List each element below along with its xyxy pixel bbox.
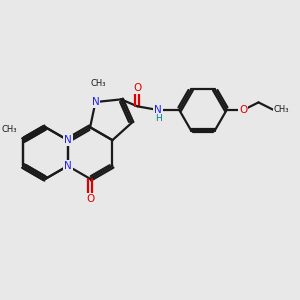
- Text: N: N: [92, 97, 99, 107]
- Text: N: N: [154, 105, 162, 115]
- Text: O: O: [239, 105, 248, 115]
- Text: H: H: [154, 114, 161, 123]
- Text: N: N: [64, 135, 72, 145]
- Text: O: O: [86, 194, 94, 204]
- Text: CH₃: CH₃: [274, 106, 289, 115]
- Text: CH₃: CH₃: [2, 125, 17, 134]
- Text: N: N: [64, 161, 72, 171]
- Text: CH₃: CH₃: [91, 80, 106, 88]
- Text: O: O: [133, 82, 142, 92]
